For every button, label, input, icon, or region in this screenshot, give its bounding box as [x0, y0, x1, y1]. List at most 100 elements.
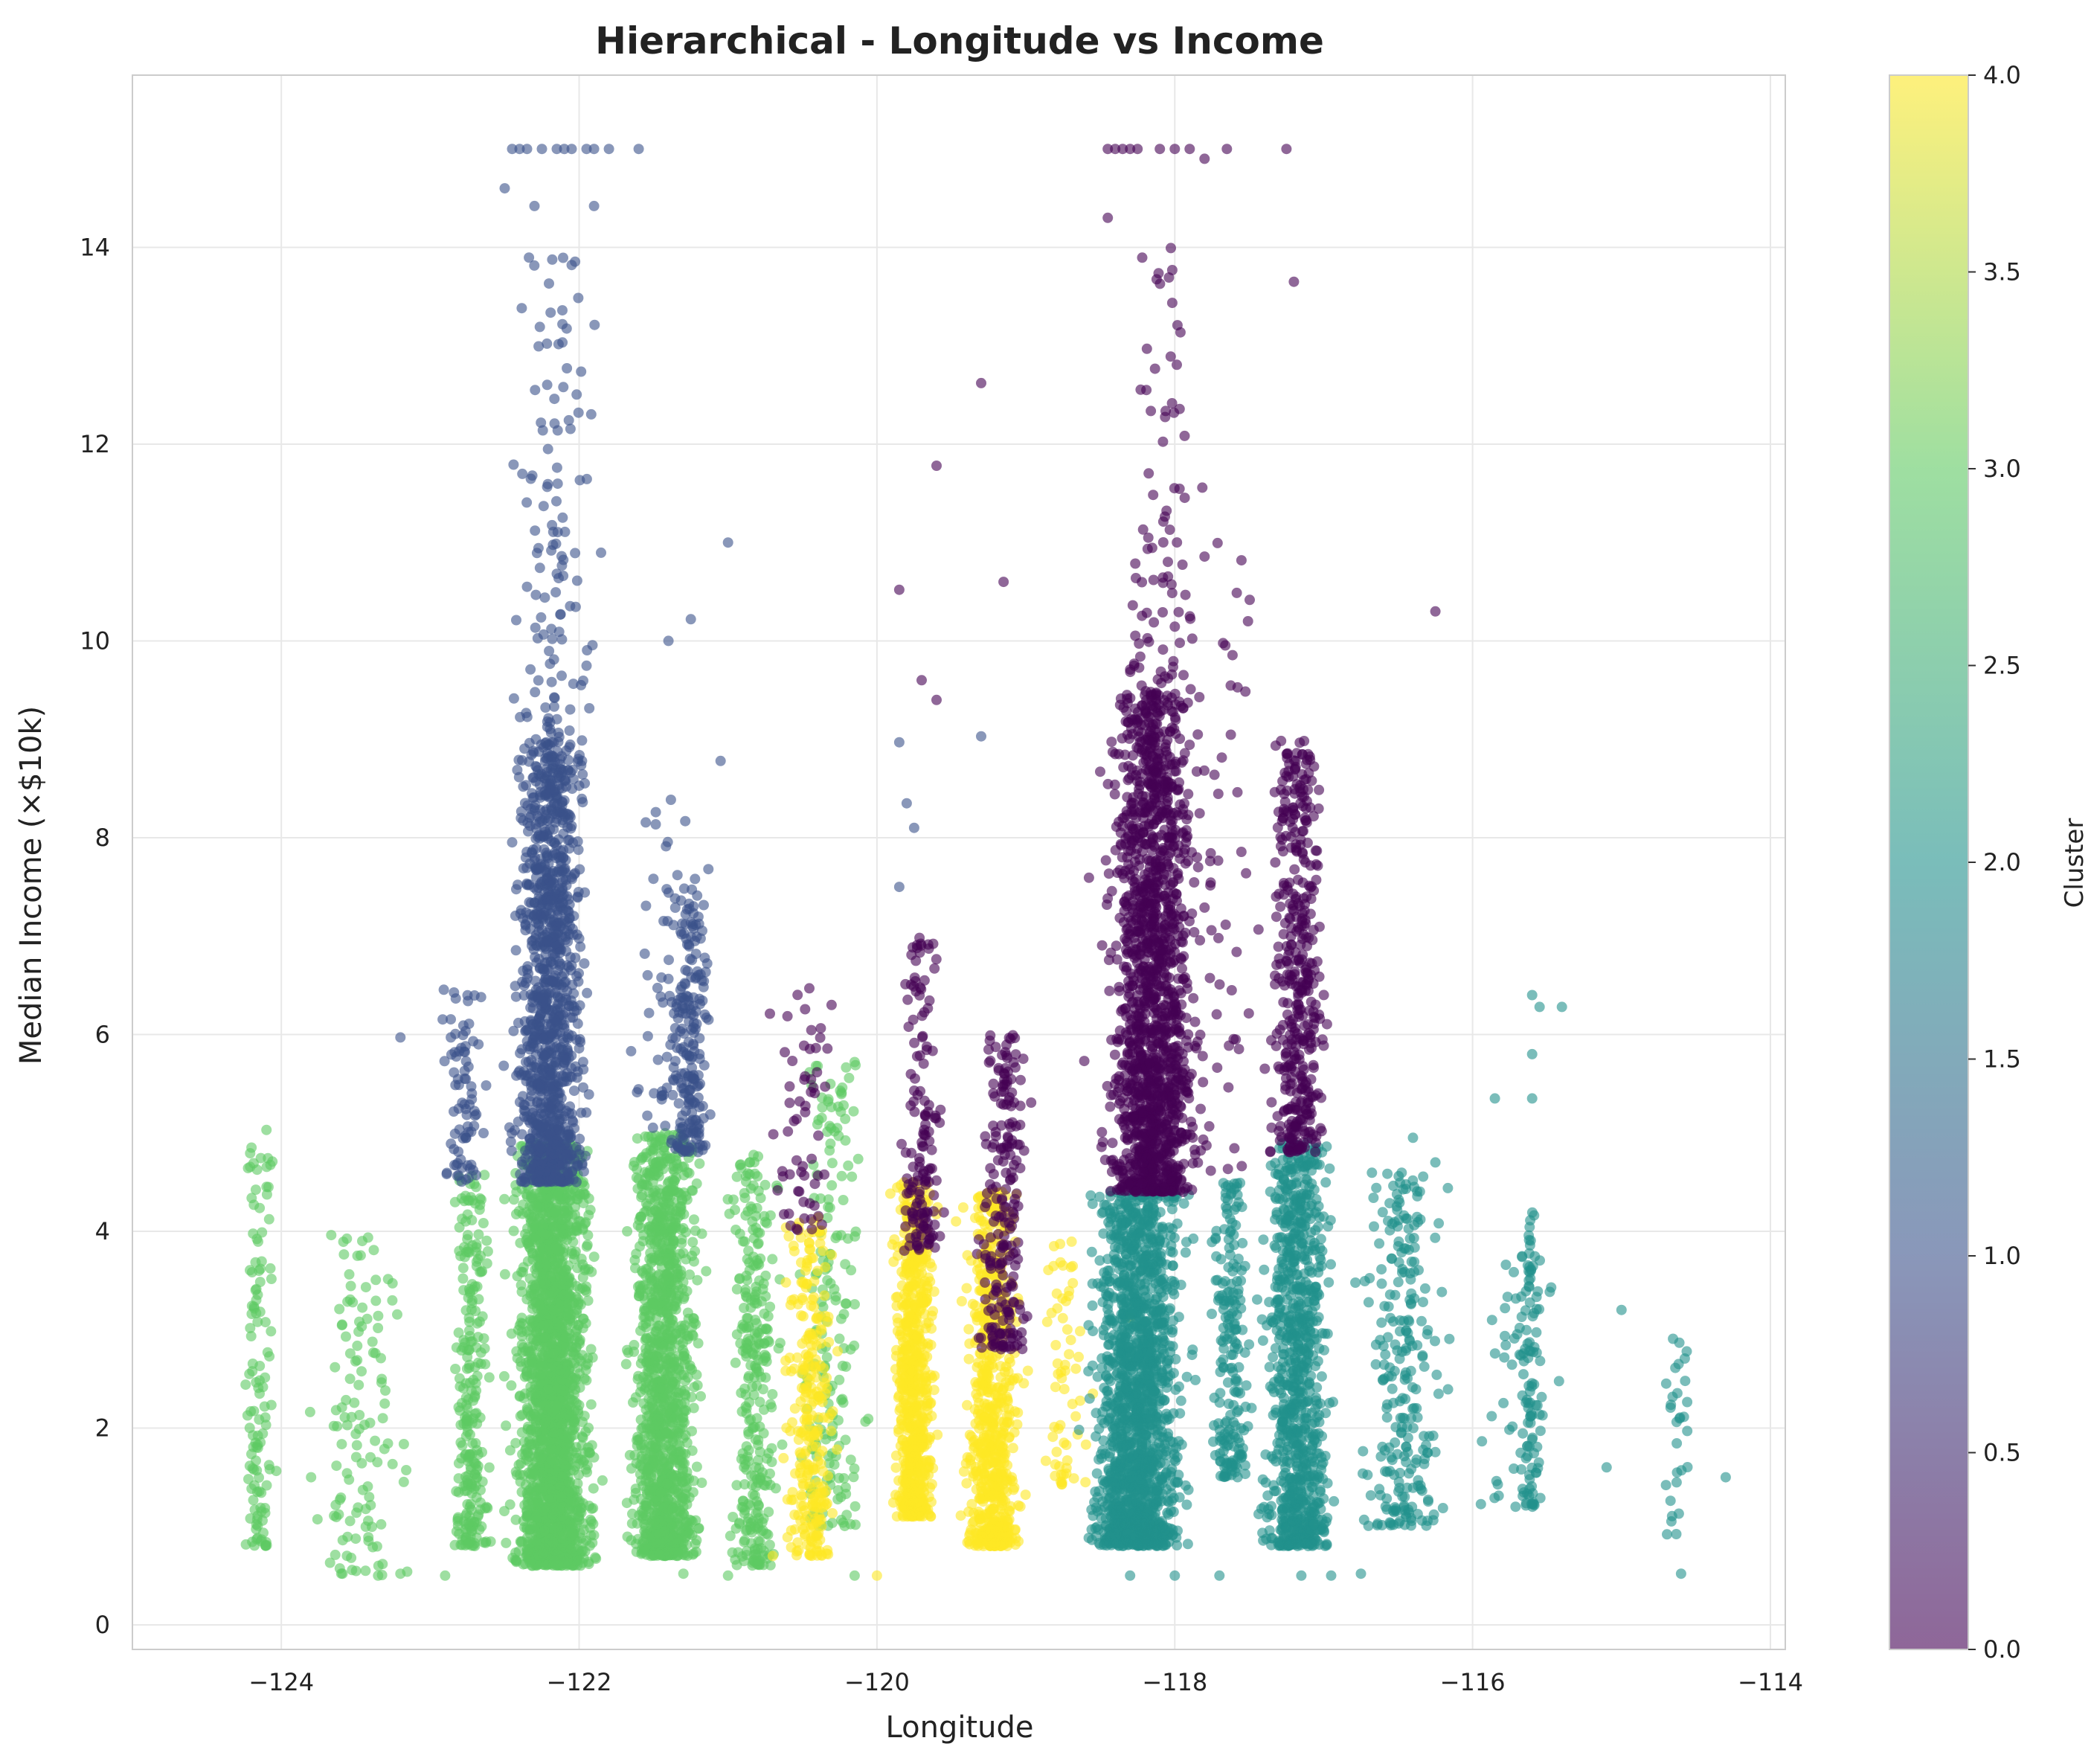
scatter-point: [382, 1438, 394, 1449]
scatter-point: [636, 1423, 647, 1434]
scatter-point: [649, 1516, 661, 1527]
scatter-point: [450, 1364, 461, 1374]
scatter-point: [640, 1343, 652, 1354]
scatter-point: [458, 1335, 469, 1346]
scatter-point: [748, 1224, 759, 1235]
scatter-point: [379, 1398, 391, 1409]
scatter-point: [536, 1242, 547, 1253]
scatter-point: [244, 1423, 255, 1434]
scatter-point: [455, 1405, 466, 1416]
scatter-point: [837, 1360, 848, 1371]
scatter-point: [568, 1528, 579, 1539]
scatter-point: [840, 1259, 851, 1270]
scatter-point: [468, 1395, 478, 1406]
scatter-point: [637, 1190, 648, 1201]
scatter-point: [684, 1514, 695, 1525]
scatter-point: [349, 1397, 360, 1408]
scatter-point: [646, 1398, 658, 1408]
scatter-point: [546, 1455, 557, 1466]
scatter-point: [838, 1309, 850, 1320]
scatter-point: [823, 1202, 834, 1213]
scatter-point: [558, 1289, 569, 1300]
scatter-point: [472, 1418, 483, 1429]
scatter-point: [498, 1370, 510, 1382]
scatter-point: [563, 1477, 574, 1488]
scatter-point: [395, 1568, 406, 1579]
scatter-point: [476, 1521, 487, 1532]
scatter-point: [357, 1484, 368, 1495]
scatter-point: [336, 1439, 347, 1450]
scatter-point: [460, 1431, 472, 1442]
scatter-point: [753, 1499, 764, 1510]
scatter-point: [251, 1283, 262, 1295]
scatter-point: [841, 1062, 852, 1073]
scatter-point: [476, 1194, 486, 1205]
scatter-point: [835, 1230, 847, 1241]
scatter-point: [370, 1435, 381, 1446]
scatter-point: [515, 1476, 526, 1487]
scatter-point: [508, 1194, 519, 1205]
scatter-point: [666, 1243, 677, 1254]
scatter-point: [356, 1366, 367, 1377]
scatter-point: [577, 1271, 588, 1283]
scatter-point: [328, 1420, 339, 1431]
scatter-point: [473, 1294, 484, 1305]
scatter-point: [252, 1430, 263, 1441]
scatter-point: [515, 1391, 526, 1401]
scatter-point: [521, 1294, 533, 1305]
scatter-point: [826, 1102, 837, 1113]
scatter-point: [753, 1185, 764, 1196]
scatter-point: [765, 1468, 775, 1479]
scatter-point: [344, 1269, 355, 1280]
scatter-point: [245, 1323, 256, 1334]
scatter-point: [365, 1500, 376, 1511]
scatter-point: [822, 1274, 833, 1286]
scatter-point: [758, 1545, 769, 1556]
scatter-point: [640, 1501, 652, 1512]
scatter-point: [826, 1180, 838, 1191]
scatter-point: [240, 1539, 251, 1550]
scatter-point: [731, 1171, 742, 1182]
scatter-point: [260, 1540, 272, 1551]
scatter-point: [682, 1334, 693, 1344]
scatter-point: [628, 1397, 638, 1408]
scatter-point: [525, 1484, 536, 1495]
scatter-point: [266, 1326, 277, 1337]
scatter-point: [360, 1282, 371, 1293]
scatter-point: [387, 1458, 398, 1469]
scatter-point: [508, 1225, 519, 1237]
scatter-point: [656, 1156, 667, 1167]
scatter-point: [528, 1498, 539, 1509]
scatter-point: [661, 1406, 672, 1417]
scatter-point: [838, 1473, 850, 1484]
scatter-point: [333, 1509, 344, 1520]
scatter-point: [537, 1434, 548, 1445]
scatter-point: [622, 1226, 633, 1237]
scatter-point: [741, 1402, 752, 1414]
scatter-point: [663, 1271, 674, 1282]
scatter-point: [337, 1535, 348, 1546]
scatter-point: [252, 1520, 263, 1531]
scatter-point: [513, 1205, 524, 1216]
scatter-point: [678, 1161, 690, 1173]
scatter-point: [266, 1274, 277, 1284]
scatter-point: [377, 1413, 388, 1424]
scatter-point: [696, 1391, 706, 1402]
scatter-point: [247, 1463, 258, 1474]
scatter-point: [537, 1482, 548, 1493]
scatter-point: [530, 1388, 541, 1399]
scatter-point: [643, 1477, 655, 1488]
scatter-point: [678, 1449, 689, 1460]
scatter-point: [569, 1417, 580, 1428]
scatter-point: [832, 1485, 844, 1496]
scatter-point: [481, 1536, 492, 1547]
scatter-point: [510, 1437, 521, 1449]
scatter-point: [549, 1427, 560, 1438]
scatter-point: [677, 1477, 688, 1488]
scatter-point: [501, 1537, 512, 1548]
scatter-point: [398, 1476, 409, 1487]
scatter-point: [833, 1130, 844, 1141]
scatter-point: [254, 1375, 265, 1386]
scatter-point: [760, 1270, 771, 1281]
scatter-point: [635, 1241, 645, 1252]
